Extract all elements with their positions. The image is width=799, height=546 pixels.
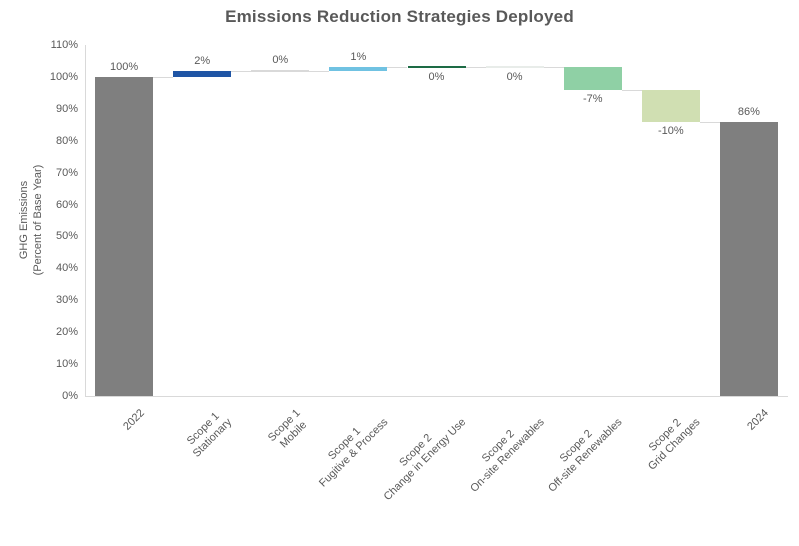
x-axis-label-line: 2022 bbox=[120, 407, 147, 433]
bar-scope-1-mobile bbox=[251, 69, 310, 72]
y-tick-label-20: 20% bbox=[55, 326, 78, 339]
y-tick-label-110: 110% bbox=[50, 39, 78, 51]
x-axis-label-text-scope-2-grid-changes: Scope 2 Grid Changes bbox=[637, 407, 703, 473]
x-axis-label-text-scope-1-stationary: Scope 1 Stationary bbox=[181, 407, 234, 460]
data-label-scope-2-on-site-renewables: 0% bbox=[506, 71, 523, 84]
bar-scope-2-off-site-renewables bbox=[563, 67, 622, 90]
connector-7 bbox=[699, 121, 720, 123]
data-label-scope-1-fugitive-process: 1% bbox=[350, 51, 367, 64]
x-axis-label-line: 2024 bbox=[745, 407, 772, 433]
y-axis-line bbox=[85, 45, 86, 396]
y-tick-label-70: 70% bbox=[55, 166, 78, 179]
data-label-scope-2-off-site-renewables: -7% bbox=[582, 92, 603, 105]
connector-2 bbox=[309, 70, 330, 72]
connector-5 bbox=[543, 67, 564, 69]
connector-4 bbox=[465, 67, 486, 69]
connector-3 bbox=[387, 67, 408, 69]
y-tick-label-60: 60% bbox=[55, 198, 78, 211]
x-axis-label-text-2024: 2024 bbox=[746, 407, 773, 434]
y-tick-label-50: 50% bbox=[55, 230, 78, 243]
data-label-scope-2-grid-changes: -10% bbox=[657, 124, 684, 137]
bar-scope-2-grid-changes bbox=[641, 89, 700, 122]
data-label-2022: 100% bbox=[109, 60, 139, 73]
data-label-scope-1-stationary: 2% bbox=[194, 54, 211, 67]
bar-2024 bbox=[719, 121, 778, 396]
connector-0 bbox=[153, 76, 174, 78]
y-tick-label-0: 0% bbox=[62, 390, 78, 402]
y-tick-label-10: 10% bbox=[55, 358, 78, 371]
x-axis-label-text-2022: 2022 bbox=[121, 407, 148, 434]
data-label-scope-1-mobile: 0% bbox=[272, 53, 289, 66]
x-axis-label-text-scope-2-off-site-renewables: Scope 2 Off-site Renewables bbox=[537, 407, 625, 495]
x-axis-label-text-scope-1-mobile: Scope 1 Mobile bbox=[266, 407, 313, 454]
y-tick-label-80: 80% bbox=[55, 134, 78, 147]
connector-6 bbox=[621, 89, 642, 91]
bar-scope-2-on-site-renewables bbox=[485, 66, 544, 69]
x-axis-label-line: Change in Energy Use bbox=[381, 416, 469, 503]
y-tick-label-100: 100% bbox=[49, 70, 78, 83]
bar-2022 bbox=[95, 76, 154, 396]
y-tick-label-40: 40% bbox=[55, 262, 78, 275]
bar-scope-2-change-in-energy-use bbox=[407, 66, 466, 69]
x-axis-label-text-scope-2-on-site-renewables: Scope 2 On-site Renewables bbox=[459, 407, 547, 495]
bar-scope-1-stationary bbox=[173, 70, 232, 77]
y-tick-label-90: 90% bbox=[55, 102, 78, 115]
y-tick-label-30: 30% bbox=[55, 294, 78, 307]
connector-1 bbox=[231, 70, 252, 72]
chart-title: Emissions Reduction Strategies Deployed bbox=[225, 7, 574, 26]
x-axis-line bbox=[85, 396, 788, 397]
data-label-scope-2-change-in-energy-use: 0% bbox=[428, 71, 445, 84]
bar-scope-1-fugitive-process bbox=[329, 67, 388, 71]
data-label-2024: 86% bbox=[737, 105, 760, 118]
